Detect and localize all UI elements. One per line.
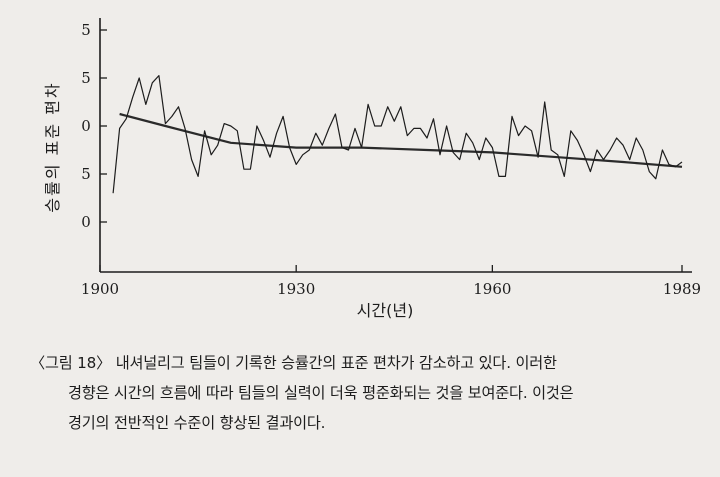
x-tick-label: 1930 (277, 280, 315, 298)
y-tick-label: 0 (81, 213, 91, 231)
y-axis-label: 승률의 표준 편차 (43, 81, 62, 212)
trend-line (119, 112, 683, 168)
caption-line-2: 경향은 시간의 흐름에 따라 팀들의 실력이 더욱 평준화되는 것을 보여준다.… (68, 384, 574, 402)
chart-axes (99, 18, 692, 273)
series-line-std-dev (112, 74, 683, 194)
line-chart: 5 5 0 5 0 1900 1930 1960 1989 승률의 표준 편차 시간(년) (43, 18, 701, 320)
y-ticks: 5 5 0 5 0 (81, 21, 107, 231)
caption-line-3: 경기의 전반적인 수준이 향상된 결과이다. (68, 414, 326, 432)
x-axis-label: 시간(년) (357, 301, 414, 320)
x-ticks: 1900 1930 1960 1989 (81, 265, 701, 298)
y-tick-label: 5 (81, 21, 91, 39)
y-tick-label: 0 (81, 117, 91, 135)
y-tick-label: 5 (81, 165, 91, 183)
y-tick-label: 5 (81, 69, 91, 87)
x-tick-label: 1989 (663, 280, 701, 298)
x-tick-label: 1900 (81, 280, 119, 298)
figure-caption: 〈그림 18〉 내셔널리그 팀들이 기록한 승률간의 표준 편차가 감소하고 있… (30, 348, 710, 438)
caption-line-1: 내셔널리그 팀들이 기록한 승률간의 표준 편차가 감소하고 있다. 이러한 (115, 354, 557, 372)
caption-label: 〈그림 18〉 (30, 354, 112, 372)
x-tick-label: 1960 (473, 280, 511, 298)
